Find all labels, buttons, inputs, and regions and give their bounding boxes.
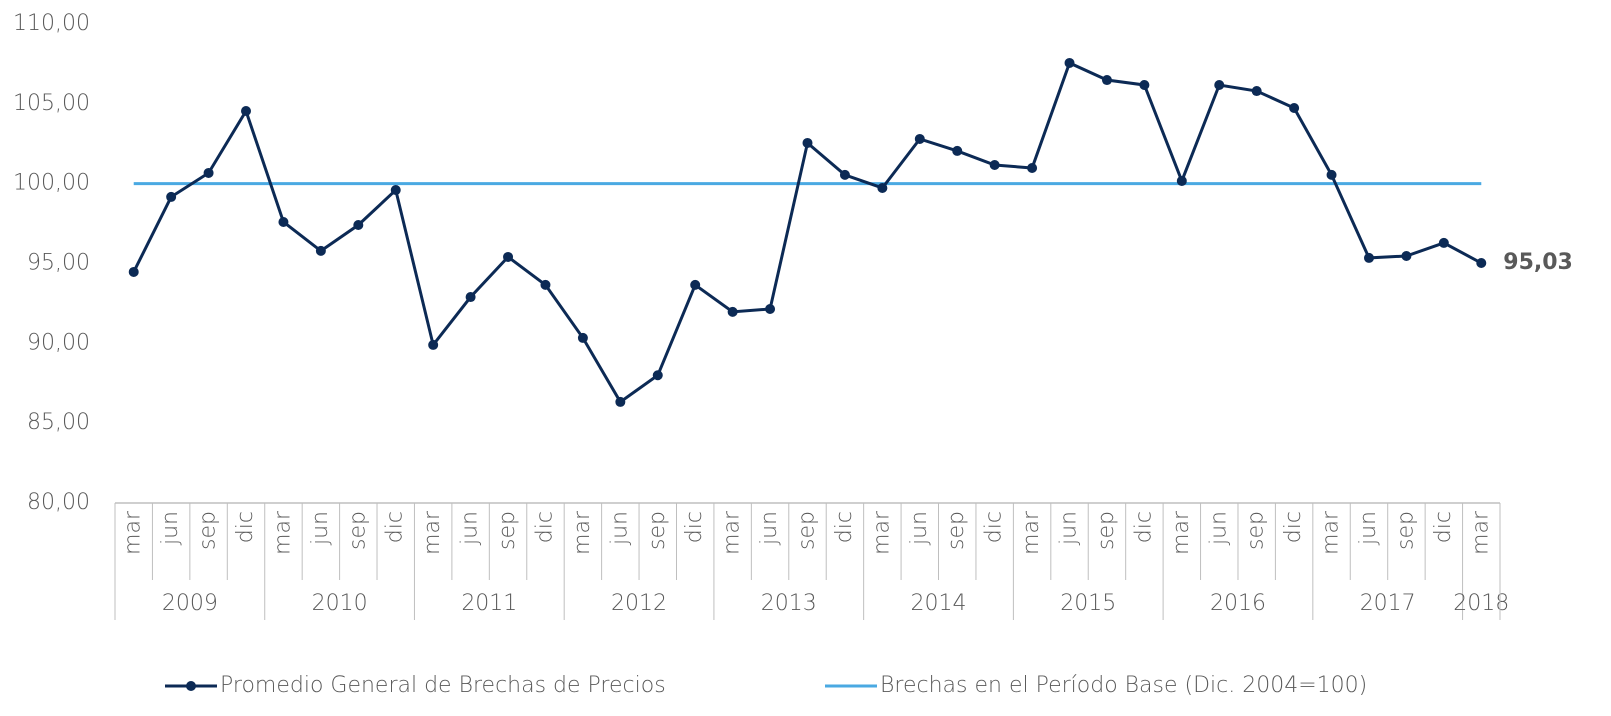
x-tick-label: jun [1057, 511, 1082, 546]
data-point [1476, 258, 1487, 269]
data-point [465, 292, 476, 303]
data-point [1176, 175, 1187, 186]
data-point [765, 304, 776, 315]
data-label: 95,03 [1503, 250, 1573, 275]
data-point [540, 279, 551, 290]
x-tick-label: dic [982, 511, 1007, 543]
x-tick-label: jun [308, 511, 333, 546]
x-group-label: 2009 [162, 591, 218, 616]
x-tick-label: sep [196, 511, 221, 550]
data-point [1401, 250, 1412, 261]
x-tick-label: sep [944, 511, 969, 550]
x-tick-label: dic [383, 511, 408, 543]
data-point [989, 159, 1000, 170]
x-tick-label: jun [458, 511, 483, 546]
x-tick-label: mar [720, 510, 745, 555]
x-tick-label: sep [795, 511, 820, 550]
x-tick-label: sep [1393, 511, 1418, 550]
x-tick-label: jun [1356, 511, 1381, 546]
data-point [241, 106, 252, 117]
data-point [166, 191, 177, 202]
data-point [1139, 79, 1150, 90]
y-tick-label: 90,00 [27, 330, 90, 355]
x-group-label: 2013 [761, 591, 817, 616]
x-group-label: 2016 [1210, 591, 1266, 616]
x-tick-label: sep [1244, 511, 1269, 550]
data-point [652, 370, 663, 381]
x-tick-label: mar [1468, 510, 1493, 555]
data-point [390, 185, 401, 196]
x-tick-label: mar [1319, 510, 1344, 555]
data-point [1363, 252, 1374, 263]
data-point [1289, 102, 1300, 113]
x-tick-label: mar [1169, 510, 1194, 555]
x-tick-label: jun [158, 511, 183, 546]
x-tick-label: mar [570, 510, 595, 555]
data-point [615, 396, 626, 407]
data-point [278, 216, 289, 227]
data-point [1251, 86, 1262, 97]
data-point [353, 220, 364, 231]
x-group-label: 2012 [611, 591, 667, 616]
data-point [1214, 79, 1225, 90]
y-tick-label: 85,00 [27, 410, 90, 435]
data-point [914, 133, 925, 144]
y-tick-label: 110,00 [13, 11, 90, 36]
legend-label: Brechas en el Período Base (Dic. 2004=10… [880, 673, 1367, 698]
data-point [690, 279, 701, 290]
data-point [128, 266, 139, 277]
x-tick-label: mar [270, 510, 295, 555]
data-point [1326, 169, 1337, 180]
data-point [1027, 163, 1038, 174]
legend-marker [186, 681, 196, 691]
data-point [1064, 57, 1075, 68]
x-tick-label: dic [1281, 511, 1306, 543]
x-group-label: 2010 [312, 591, 368, 616]
x-tick-label: dic [1431, 511, 1456, 543]
x-tick-label: dic [832, 511, 857, 543]
series-line [132, 60, 1482, 405]
x-tick-label: dic [1131, 511, 1156, 543]
x-tick-label: sep [645, 511, 670, 550]
x-tick-label: dic [233, 511, 258, 543]
y-tick-label: 100,00 [13, 171, 90, 196]
x-tick-label: jun [907, 511, 932, 546]
x-group-label: 2015 [1060, 591, 1116, 616]
data-point [1438, 237, 1449, 248]
data-point [1101, 75, 1112, 86]
data-point [952, 145, 963, 156]
y-tick-label: 95,00 [27, 251, 90, 276]
x-tick-label: mar [121, 510, 146, 555]
x-tick-label: mar [1019, 510, 1044, 555]
x-tick-label: jun [757, 511, 782, 546]
x-group-label: 2018 [1453, 591, 1509, 616]
data-point [839, 169, 850, 180]
x-group-label: 2017 [1360, 591, 1416, 616]
x-tick-label: sep [345, 511, 370, 550]
x-tick-label: mar [420, 510, 445, 555]
x-tick-label: sep [1094, 511, 1119, 550]
x-tick-label: jun [607, 511, 632, 546]
x-tick-label: jun [1206, 511, 1231, 546]
x-tick-label: dic [532, 511, 557, 543]
data-point [877, 182, 888, 193]
y-tick-label: 105,00 [13, 91, 90, 116]
data-point [203, 167, 214, 178]
data-point [727, 306, 738, 317]
data-point [315, 245, 326, 256]
y-tick-label: 80,00 [27, 490, 90, 515]
data-point [503, 251, 514, 262]
x-tick-label: dic [682, 511, 707, 543]
data-point [428, 339, 439, 350]
x-group-label: 2011 [461, 591, 517, 616]
data-point [802, 137, 813, 148]
x-group-label: 2014 [911, 591, 967, 616]
x-tick-label: mar [869, 510, 894, 555]
data-point [577, 332, 588, 343]
x-tick-label: sep [495, 511, 520, 550]
legend-label: Promedio General de Brechas de Precios [220, 673, 666, 698]
